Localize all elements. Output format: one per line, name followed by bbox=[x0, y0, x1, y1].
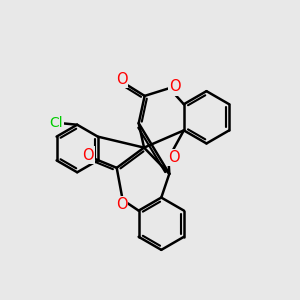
Text: O: O bbox=[169, 80, 181, 94]
Text: O: O bbox=[116, 197, 127, 212]
Text: O: O bbox=[82, 148, 94, 163]
Text: Cl: Cl bbox=[49, 116, 63, 130]
Text: O: O bbox=[116, 72, 127, 87]
Text: O: O bbox=[169, 150, 180, 165]
